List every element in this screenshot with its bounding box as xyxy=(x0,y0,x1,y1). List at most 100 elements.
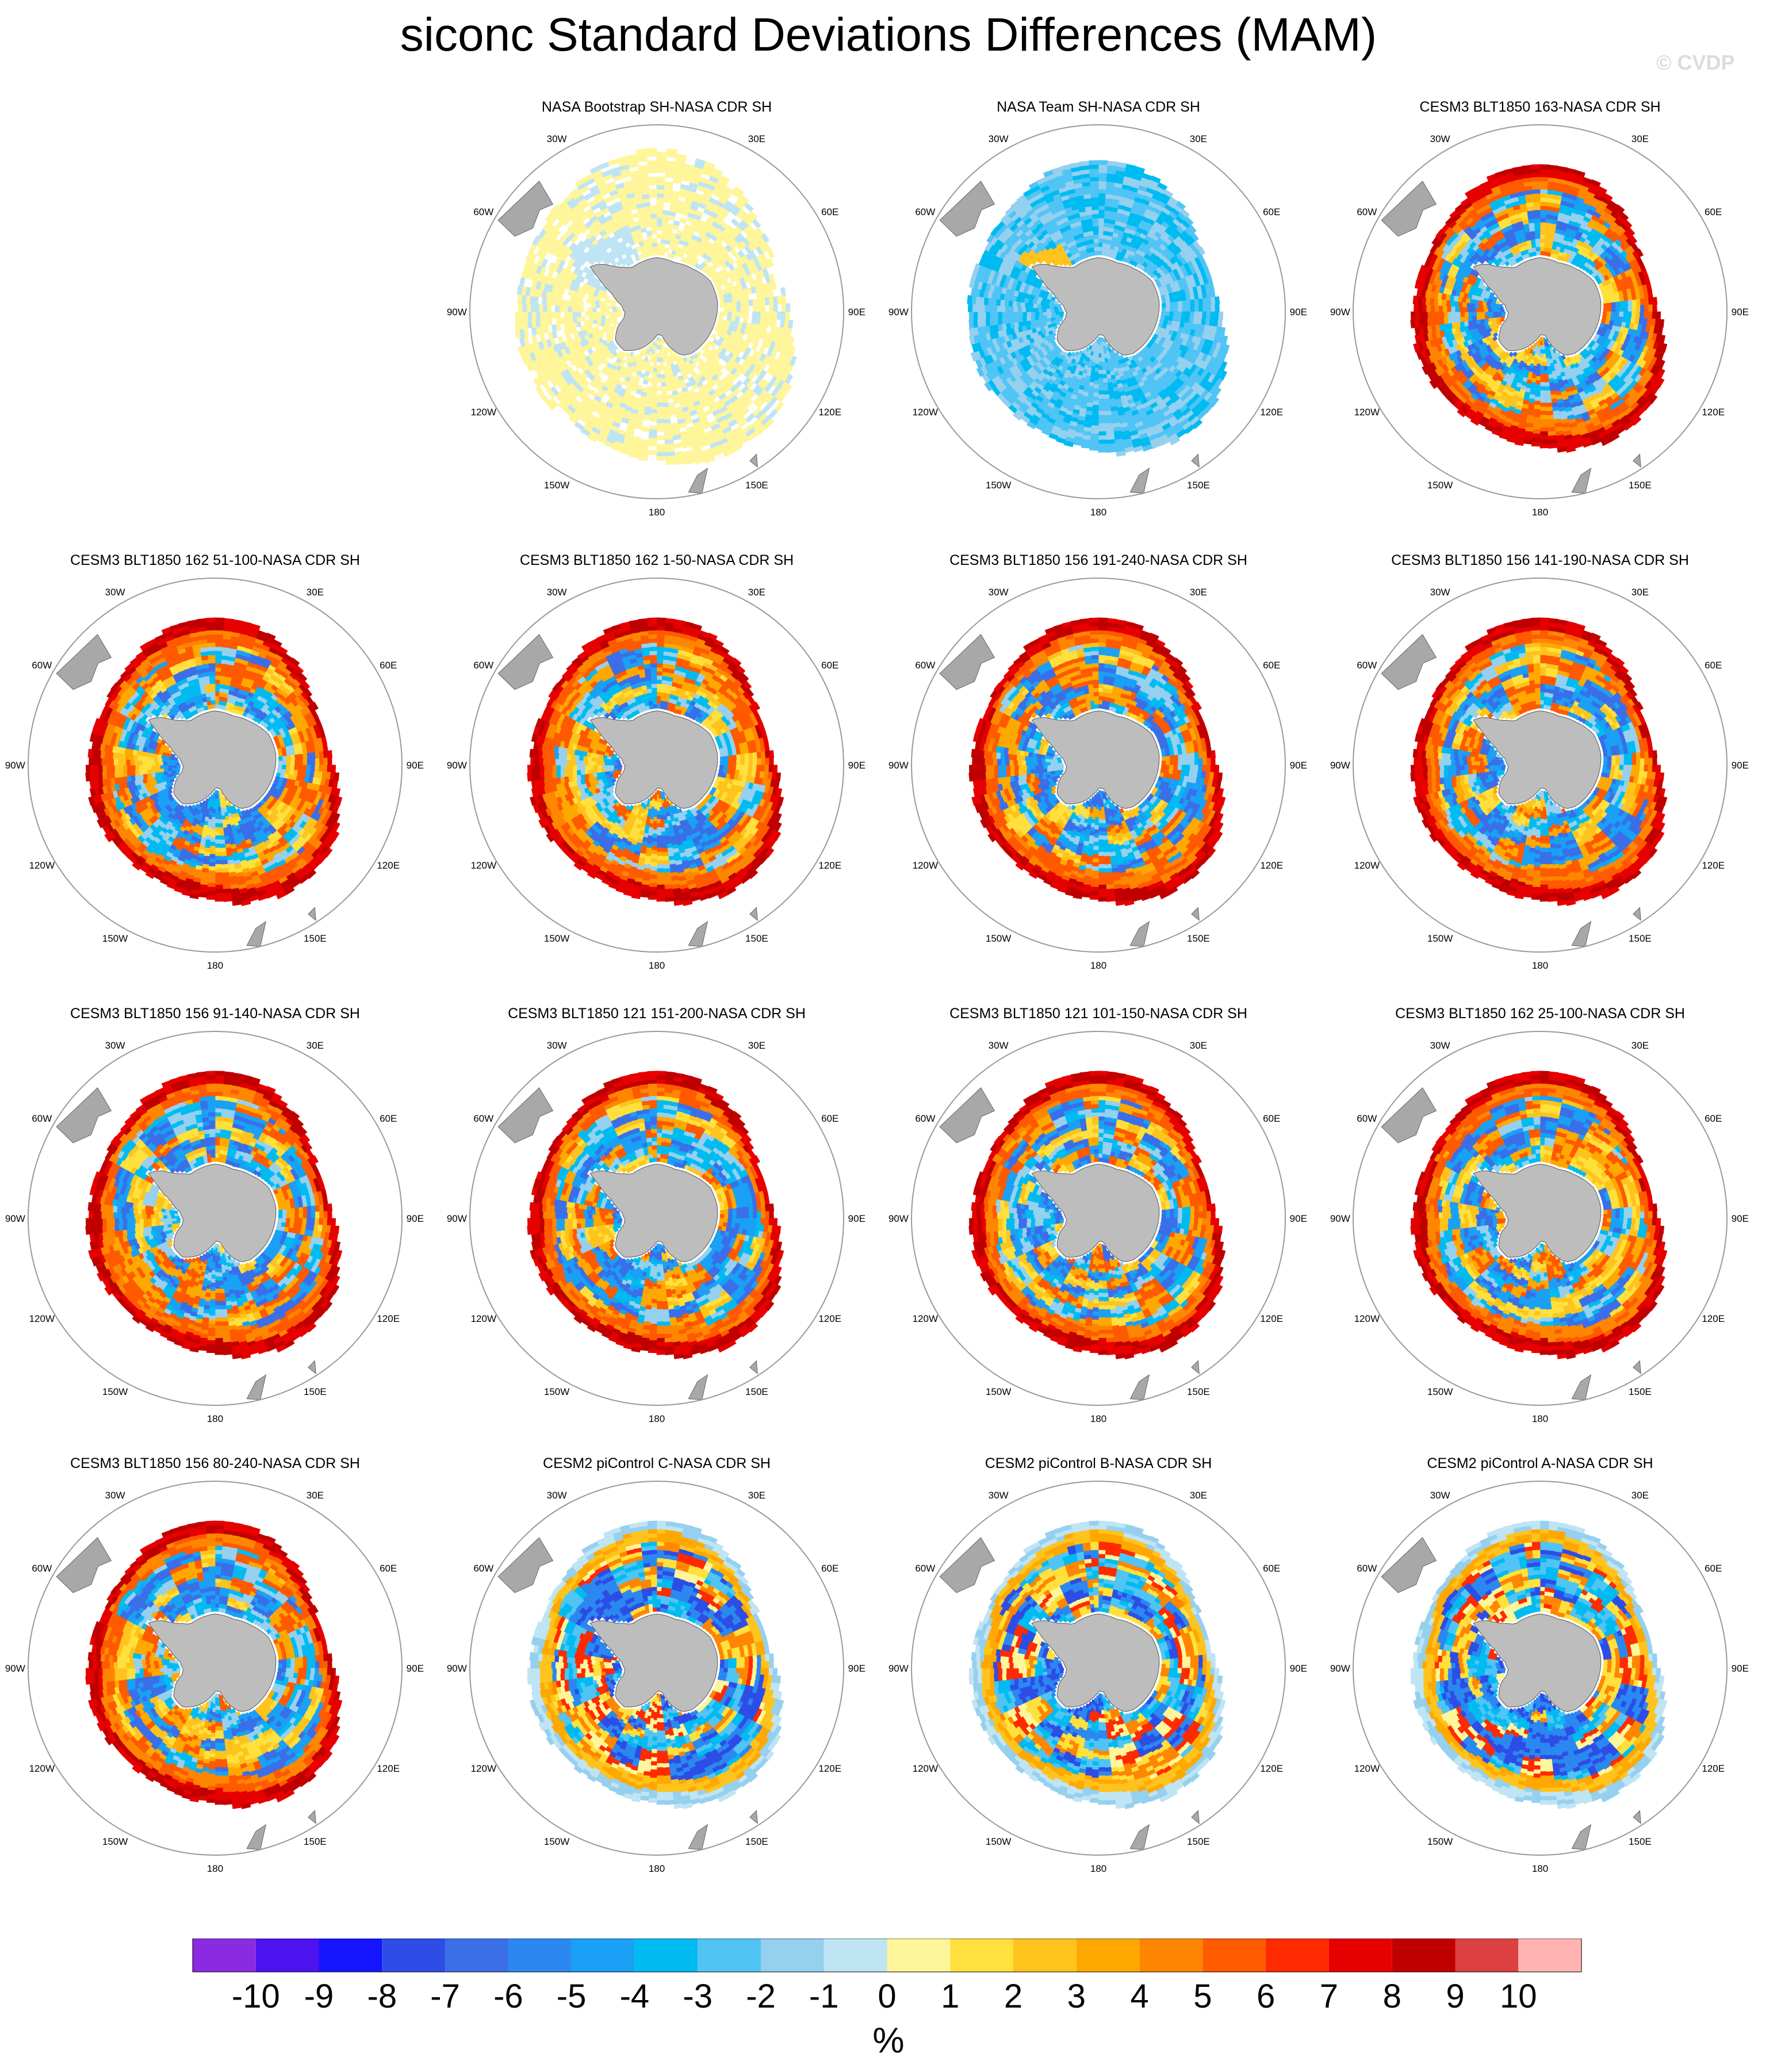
ice-cell xyxy=(588,315,594,321)
ice-cell xyxy=(744,311,749,318)
ice-cell xyxy=(531,327,537,336)
ice-cell xyxy=(575,301,580,307)
longitude-label: 60E xyxy=(821,207,838,217)
ice-cell xyxy=(1050,308,1055,312)
ice-cell xyxy=(1098,431,1106,437)
ice-cell xyxy=(649,343,653,348)
ice-cell xyxy=(1185,317,1190,324)
ice-cell xyxy=(1536,360,1541,365)
ice-cell xyxy=(968,319,974,328)
ice-cell xyxy=(1098,341,1101,346)
ice-cell xyxy=(580,316,585,322)
ice-cell xyxy=(973,311,978,320)
ice-cell xyxy=(1009,305,1014,312)
ice-cell xyxy=(614,311,619,315)
ice-cell xyxy=(552,311,557,319)
ice-cell xyxy=(1640,305,1645,312)
ice-cell xyxy=(1539,373,1545,379)
ice-cell xyxy=(1539,444,1549,449)
ice-cell xyxy=(736,301,742,307)
ice-cell xyxy=(648,247,653,253)
new-zealand-land xyxy=(688,467,708,494)
ice-cell xyxy=(660,243,666,248)
ice-cell xyxy=(1533,408,1541,414)
ice-cell xyxy=(1047,311,1052,316)
polar-map: 030E60E90E120E150E180150W120W90W60W30W xyxy=(888,124,1307,518)
ice-cell xyxy=(1016,301,1021,307)
ice-cell xyxy=(647,450,657,455)
ice-cell xyxy=(1093,392,1099,397)
ice-cell xyxy=(579,301,584,308)
ice-cell xyxy=(569,295,576,302)
ice-cell xyxy=(761,233,770,243)
ice-cell xyxy=(1059,311,1064,315)
ice-cell xyxy=(1018,311,1023,318)
ice-cell xyxy=(1544,378,1549,383)
ice-cell xyxy=(564,317,569,324)
ice-cell xyxy=(1619,212,1629,221)
ice-cell xyxy=(635,148,648,154)
tasmania-land xyxy=(749,453,758,468)
ice-cell xyxy=(652,380,657,385)
ice-cell xyxy=(1597,186,1607,194)
ice-cell xyxy=(1088,386,1094,391)
ice-cell xyxy=(1539,382,1545,387)
ice-cell xyxy=(665,459,676,465)
ice-cell xyxy=(1098,337,1101,342)
ice-cell xyxy=(656,242,661,247)
ice-cell xyxy=(1098,246,1103,251)
ice-cell xyxy=(1101,365,1106,371)
ice-cell xyxy=(1033,307,1039,312)
ice-cell xyxy=(1534,388,1541,393)
ice-cell xyxy=(1098,406,1105,412)
ice-cell xyxy=(992,305,998,312)
ice-cell xyxy=(732,306,737,312)
ice-cell xyxy=(1539,361,1544,366)
ice-cell xyxy=(1092,217,1099,223)
ice-cell xyxy=(1623,305,1629,312)
ice-cell xyxy=(1539,168,1550,174)
ice-cell xyxy=(732,301,737,308)
ice-cell xyxy=(526,303,531,312)
ice-cell xyxy=(1549,165,1559,170)
ice-cell xyxy=(656,189,665,194)
ice-cell xyxy=(557,335,564,344)
ice-cell xyxy=(704,161,715,169)
ice-cell xyxy=(656,357,660,362)
ice-cell xyxy=(605,334,611,339)
ice-cell xyxy=(1557,166,1568,173)
ice-cell xyxy=(1159,437,1170,446)
ice-cell xyxy=(780,311,786,320)
ice-cell xyxy=(1098,349,1101,354)
ice-cell xyxy=(656,377,662,383)
ice-cell xyxy=(1614,316,1619,322)
longitude-label: 120W xyxy=(913,407,938,418)
ice-cell xyxy=(1168,316,1174,322)
ice-cell xyxy=(661,238,667,244)
ice-cell xyxy=(1656,377,1665,388)
ice-cell xyxy=(1098,221,1105,227)
ice-cell xyxy=(1098,419,1106,424)
ice-cell xyxy=(1529,390,1535,395)
ice-cell xyxy=(1116,162,1127,169)
ice-cell xyxy=(1206,311,1211,319)
ice-cell xyxy=(1611,307,1617,312)
ice-cell xyxy=(649,425,657,430)
ice-cell xyxy=(549,204,560,215)
ice-cell xyxy=(1539,402,1546,408)
ice-cell xyxy=(661,390,668,396)
ice-cell xyxy=(1103,394,1110,400)
ice-cell xyxy=(656,225,662,231)
ice-cell xyxy=(756,425,767,435)
ice-cell xyxy=(1093,380,1099,385)
ice-cell xyxy=(532,235,541,246)
ice-cell xyxy=(1098,201,1106,207)
ice-cell xyxy=(679,217,687,224)
ice-cell xyxy=(1092,221,1099,227)
ice-cell xyxy=(1219,370,1228,381)
ice-cell xyxy=(576,316,581,322)
ice-cell xyxy=(1009,316,1015,323)
ice-cell xyxy=(1026,420,1036,430)
ice-cell xyxy=(1544,374,1549,379)
ice-cell xyxy=(661,230,668,236)
